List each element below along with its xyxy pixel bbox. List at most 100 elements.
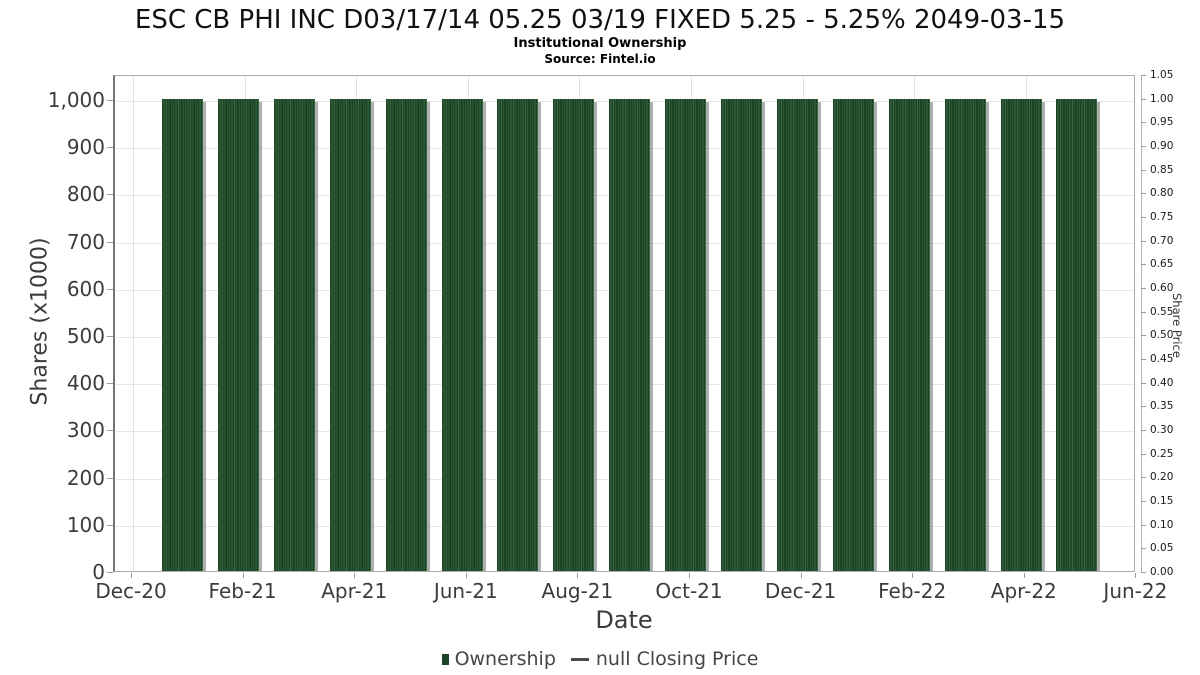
x-axis-tick-label: Oct-21 bbox=[655, 579, 723, 603]
x-axis-tick-label: Apr-22 bbox=[990, 579, 1057, 603]
right-axis-tick-mark bbox=[1141, 217, 1146, 218]
ownership-bar bbox=[776, 99, 818, 571]
ownership-bar bbox=[329, 99, 371, 571]
ownership-bar bbox=[385, 99, 427, 571]
chart-source-label: Source: Fintel.io bbox=[544, 52, 656, 66]
ownership-bar bbox=[553, 99, 595, 571]
chart-subtitle: Institutional Ownership bbox=[513, 36, 687, 51]
y-axis-tick-label: 600 bbox=[66, 276, 105, 301]
right-axis-tick-mark bbox=[1141, 288, 1146, 289]
x-axis-tick-label: Jun-22 bbox=[1103, 579, 1168, 603]
y-axis-title-right: Share Price bbox=[1170, 292, 1184, 358]
y-axis-tick-label: 0 bbox=[92, 560, 105, 584]
y-axis-tick-mark bbox=[107, 430, 113, 432]
ownership-bar bbox=[665, 99, 707, 571]
closing-price-legend-label: null Closing Price bbox=[595, 648, 759, 670]
y-axis-tick-label: 400 bbox=[66, 371, 105, 396]
right-axis-tick-label: 0.05 bbox=[1150, 542, 1174, 555]
right-axis-tick-mark bbox=[1141, 359, 1146, 360]
right-axis-tick-label: 0.30 bbox=[1150, 424, 1174, 436]
x-axis-tick-mark bbox=[242, 573, 244, 578]
right-axis-tick-mark bbox=[1141, 335, 1146, 337]
x-axis-tick-mark bbox=[465, 573, 467, 578]
ownership-bar bbox=[888, 99, 930, 571]
right-axis-tick-mark bbox=[1141, 193, 1146, 195]
y-axis-tick-label: 1,000 bbox=[47, 88, 105, 112]
plot-area bbox=[113, 75, 1135, 572]
vertical-gridline bbox=[133, 76, 134, 571]
x-axis-title: Date bbox=[595, 606, 653, 634]
right-axis-tick-mark bbox=[1141, 75, 1146, 76]
x-axis-tick-label: Dec-20 bbox=[95, 579, 167, 603]
right-axis-tick-label: 0.60 bbox=[1150, 282, 1174, 294]
y-axis-tick-mark bbox=[107, 477, 113, 479]
x-axis-tick-mark bbox=[131, 573, 132, 578]
right-axis-tick-label: 0.15 bbox=[1150, 495, 1174, 507]
x-axis-tick-label: Feb-22 bbox=[878, 579, 947, 603]
right-axis-tick-label: 0.70 bbox=[1150, 234, 1174, 247]
x-axis-tick-mark bbox=[912, 573, 914, 578]
ownership-bar bbox=[832, 99, 874, 571]
ownership-bar bbox=[609, 99, 651, 571]
x-axis-tick-label: Feb-21 bbox=[208, 579, 277, 603]
ownership-bar bbox=[162, 99, 203, 571]
right-axis-tick-mark bbox=[1141, 382, 1146, 384]
right-axis-tick-mark bbox=[1141, 122, 1146, 124]
right-axis-tick-mark bbox=[1141, 146, 1146, 147]
chart-title: ESC CB PHI INC D03/17/14 05.25 03/19 FIX… bbox=[134, 5, 1066, 35]
ownership-legend-swatch-icon bbox=[441, 653, 449, 665]
right-axis-tick-label: 0.80 bbox=[1150, 187, 1174, 200]
y-axis-tick-label: 800 bbox=[66, 182, 105, 207]
right-axis-tick-label: 0.65 bbox=[1150, 258, 1174, 271]
y-axis-tick-label: 200 bbox=[66, 465, 105, 490]
right-axis-tick-mark bbox=[1141, 406, 1146, 408]
right-axis-tick-label: 0.95 bbox=[1150, 116, 1174, 129]
ownership-bar bbox=[944, 99, 986, 571]
y-axis-tick-mark bbox=[107, 572, 113, 573]
y-axis-tick-label: 900 bbox=[66, 135, 105, 160]
y-axis-tick-label: 500 bbox=[66, 324, 105, 348]
y-axis-tick-mark bbox=[107, 194, 113, 196]
right-axis-tick-label: 0.35 bbox=[1150, 400, 1174, 413]
ownership-bar bbox=[441, 99, 483, 571]
right-axis-tick-label: 0.25 bbox=[1150, 447, 1174, 460]
right-axis-tick-mark bbox=[1141, 98, 1146, 100]
right-axis-tick-mark bbox=[1141, 169, 1146, 171]
right-axis-tick-mark bbox=[1141, 524, 1146, 526]
ownership-bar bbox=[1000, 99, 1042, 571]
right-axis-tick-label: 1.00 bbox=[1150, 92, 1174, 105]
ownership-bar bbox=[273, 99, 315, 571]
right-axis-tick-label: 0.75 bbox=[1150, 211, 1174, 223]
x-axis-tick-label: Aug-21 bbox=[541, 579, 614, 603]
x-axis-tick-label: Apr-21 bbox=[321, 579, 388, 603]
right-axis-tick-label: 0.55 bbox=[1150, 305, 1174, 318]
y-axis-tick-mark bbox=[107, 383, 113, 385]
x-axis-tick-mark bbox=[689, 573, 690, 578]
right-axis-tick-label: 0.20 bbox=[1150, 471, 1174, 484]
right-axis-tick-mark bbox=[1141, 240, 1146, 242]
right-axis-tick-label: 0.10 bbox=[1150, 518, 1174, 531]
x-axis-tick-mark bbox=[577, 573, 579, 578]
ownership-bar bbox=[217, 99, 259, 571]
right-axis-tick-label: 0.45 bbox=[1150, 353, 1174, 365]
right-axis-tick-mark bbox=[1141, 572, 1146, 573]
y-axis-tick-mark bbox=[107, 100, 113, 101]
ownership-legend-label: Ownership bbox=[454, 648, 556, 670]
y-axis-tick-label: 300 bbox=[66, 418, 105, 443]
right-axis-tick-mark bbox=[1141, 311, 1146, 313]
ownership-bar bbox=[1056, 99, 1098, 571]
right-axis-tick-mark bbox=[1141, 430, 1146, 431]
x-axis-tick-mark bbox=[1023, 573, 1025, 578]
x-axis-tick-mark bbox=[800, 573, 802, 578]
right-axis-tick-mark bbox=[1141, 264, 1146, 266]
right-axis-tick-mark bbox=[1141, 453, 1146, 455]
right-axis-tick-label: 0.00 bbox=[1150, 566, 1174, 578]
right-axis-spine bbox=[1141, 75, 1142, 573]
y-axis-tick-mark bbox=[107, 336, 113, 337]
right-axis-tick-label: 0.85 bbox=[1150, 163, 1174, 176]
y-axis-tick-mark bbox=[107, 147, 113, 149]
y-axis-tick-mark bbox=[107, 241, 113, 243]
x-axis-tick-label: Jun-21 bbox=[433, 579, 498, 603]
legend: Ownership null Closing Price bbox=[0, 646, 1200, 672]
right-axis-tick-mark bbox=[1141, 501, 1146, 502]
